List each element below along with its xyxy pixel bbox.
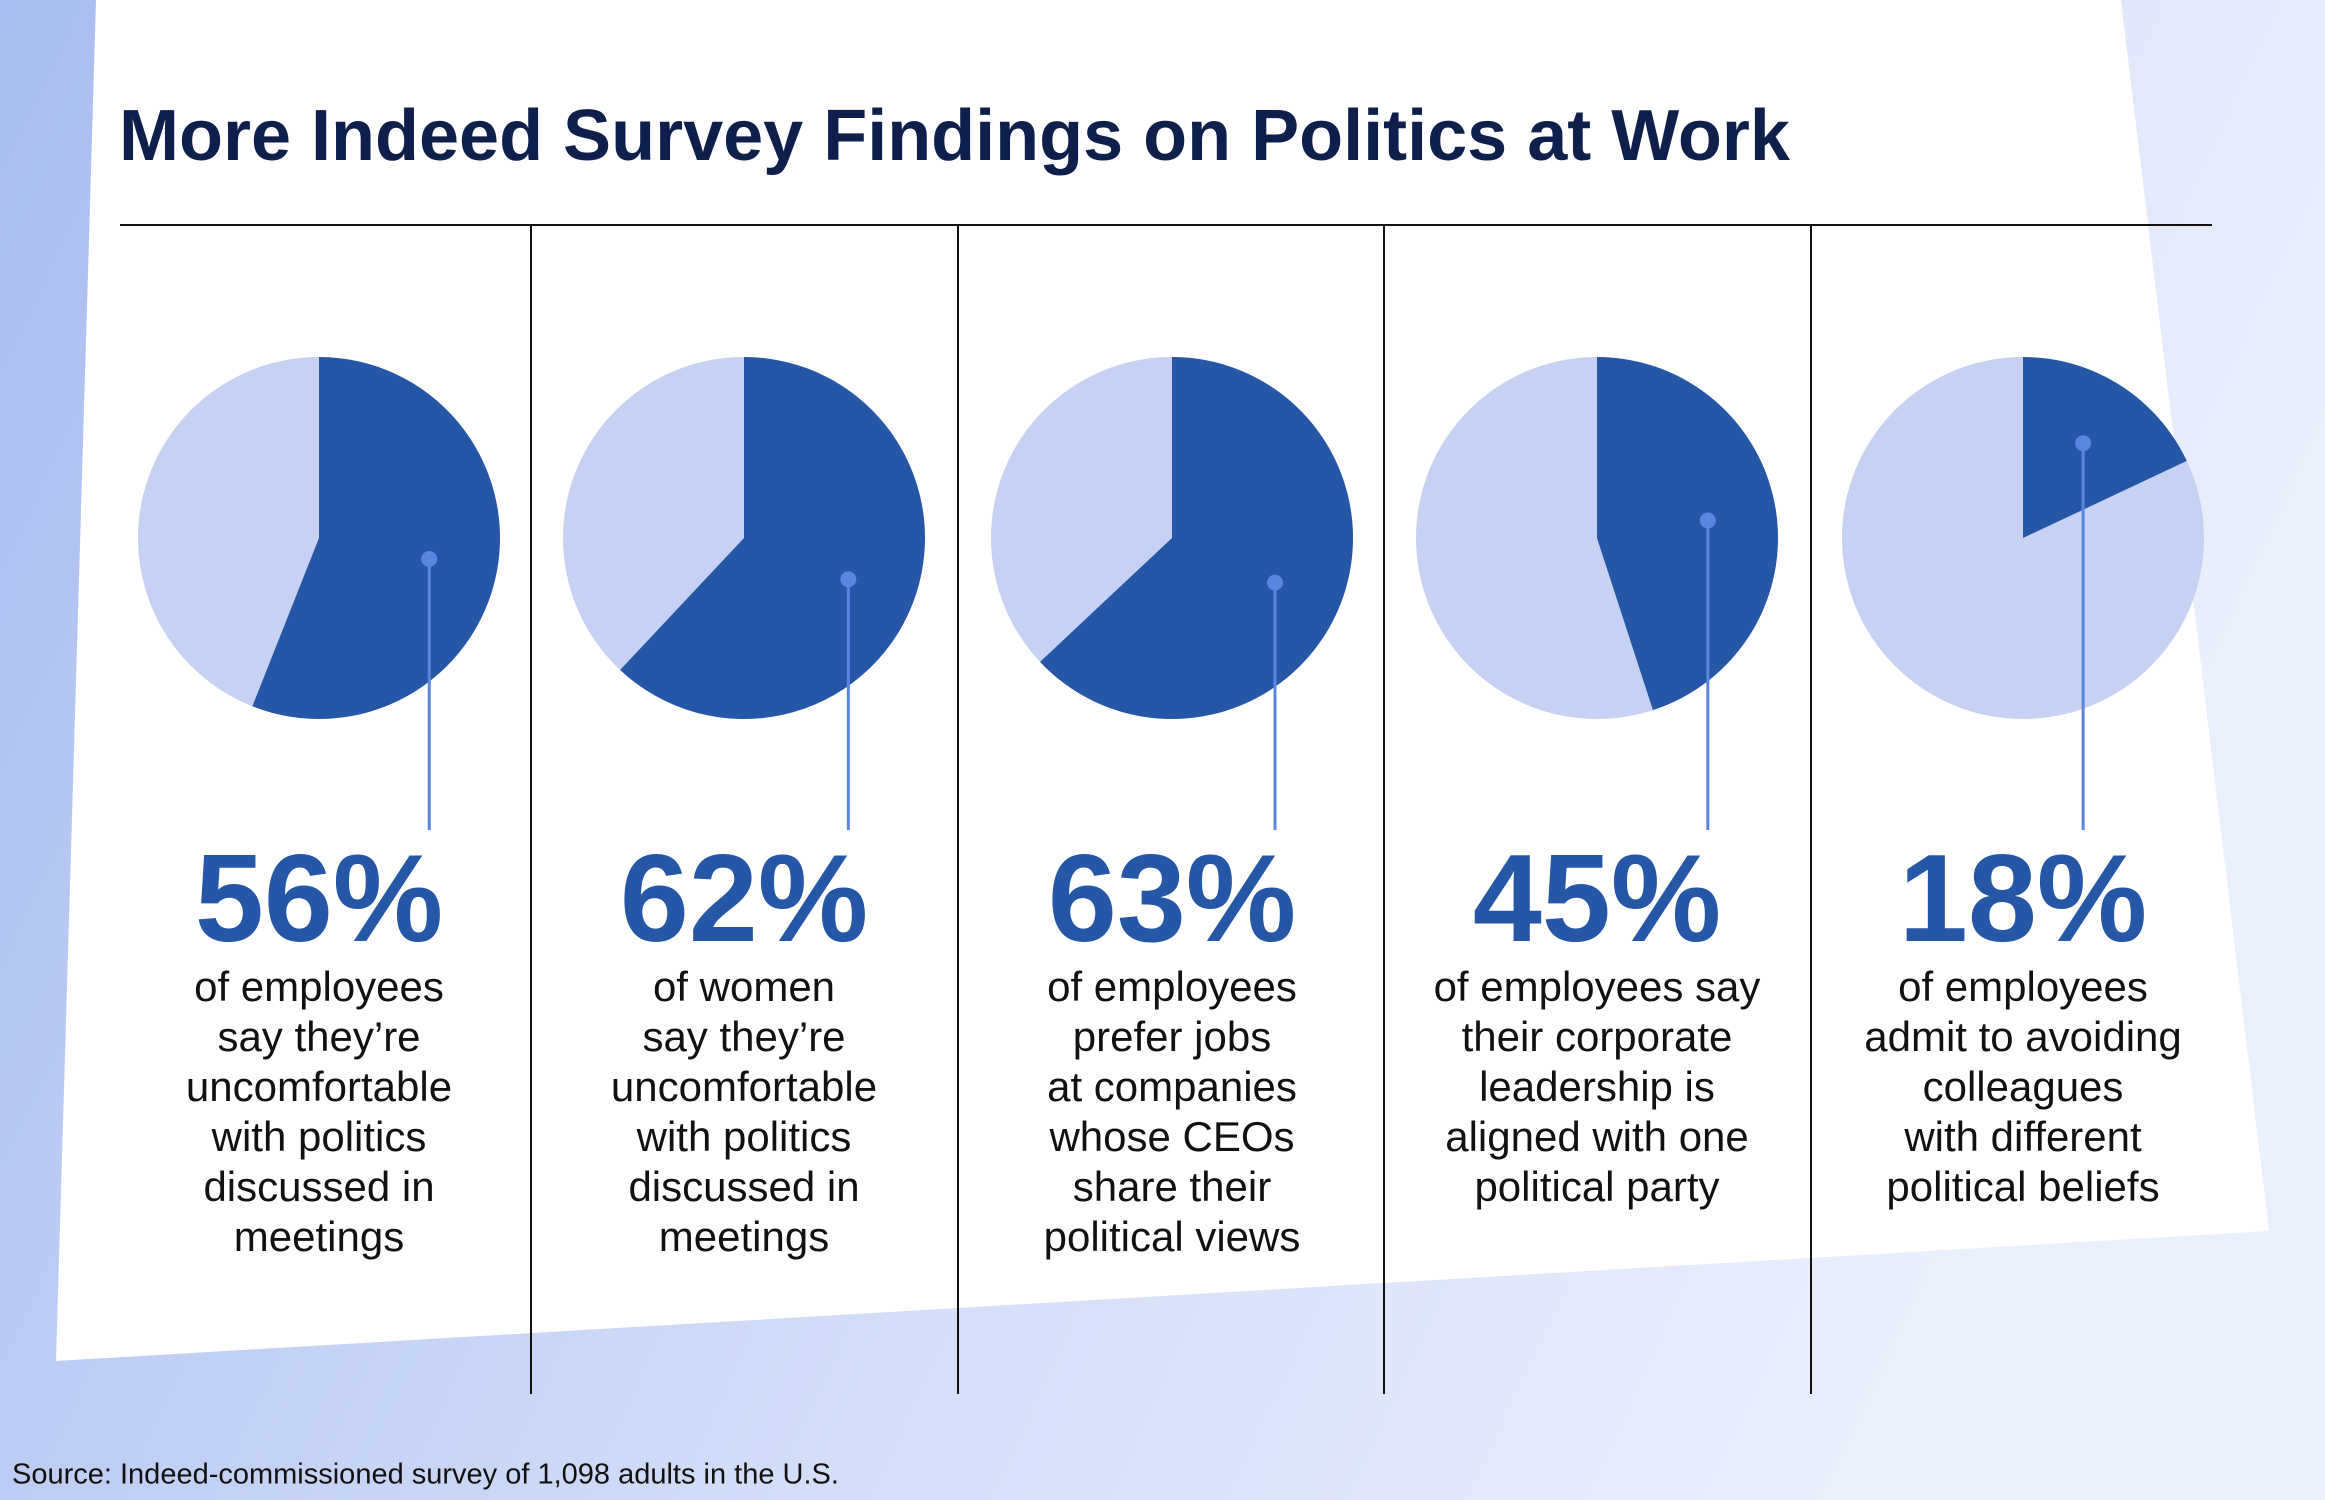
caption-line: of employees: [1898, 963, 2148, 1010]
pointer-dot: [2075, 435, 2092, 452]
caption-line: of employees: [1047, 963, 1297, 1010]
caption-line: admit to avoiding: [1864, 1013, 2182, 1060]
caption-line: say they’re: [217, 1013, 420, 1060]
caption-line: uncomfortable: [611, 1063, 877, 1110]
caption-line: political beliefs: [1886, 1163, 2159, 1210]
pointer-dot: [421, 551, 438, 568]
caption-line: of employees say: [1434, 963, 1761, 1010]
caption-line: of women: [653, 963, 835, 1010]
pointer-dot: [840, 571, 857, 588]
pie-slice: [2023, 357, 2187, 538]
caption-line: at companies: [1047, 1063, 1297, 1110]
caption-line: meetings: [234, 1213, 404, 1260]
caption-line: with politics: [636, 1113, 852, 1160]
value-label: 18%: [1899, 830, 2147, 968]
caption-line: whose CEOs: [1048, 1113, 1294, 1160]
value-label: 56%: [195, 830, 443, 968]
caption-line: discussed in: [628, 1163, 859, 1210]
pie-slice: [252, 357, 500, 719]
pie-slice: [1597, 357, 1779, 711]
value-label: 62%: [620, 830, 868, 968]
pointer-dot: [1266, 574, 1283, 591]
caption-line: with different: [1903, 1113, 2142, 1160]
caption-line: colleagues: [1923, 1063, 2124, 1110]
caption-line: political party: [1474, 1163, 1719, 1210]
pointer-dot: [1699, 512, 1716, 529]
title: More Indeed Survey Findings on Politics …: [119, 96, 1791, 176]
value-label: 63%: [1048, 830, 1296, 968]
caption-line: discussed in: [203, 1163, 434, 1210]
caption-line: uncomfortable: [186, 1063, 452, 1110]
source: Source: Indeed-commissioned survey of 1,…: [12, 1459, 839, 1491]
caption-line: meetings: [659, 1213, 829, 1260]
caption-line: their corporate: [1462, 1013, 1733, 1060]
value-label: 45%: [1473, 830, 1721, 968]
caption-line: political views: [1044, 1213, 1301, 1260]
caption-line: share their: [1073, 1163, 1271, 1210]
caption-line: prefer jobs: [1073, 1013, 1271, 1060]
caption-line: leadership is: [1479, 1063, 1715, 1110]
caption-line: say they’re: [642, 1013, 845, 1060]
caption-line: of employees: [194, 963, 444, 1010]
caption-line: aligned with one: [1445, 1113, 1749, 1160]
caption-line: with politics: [211, 1113, 427, 1160]
